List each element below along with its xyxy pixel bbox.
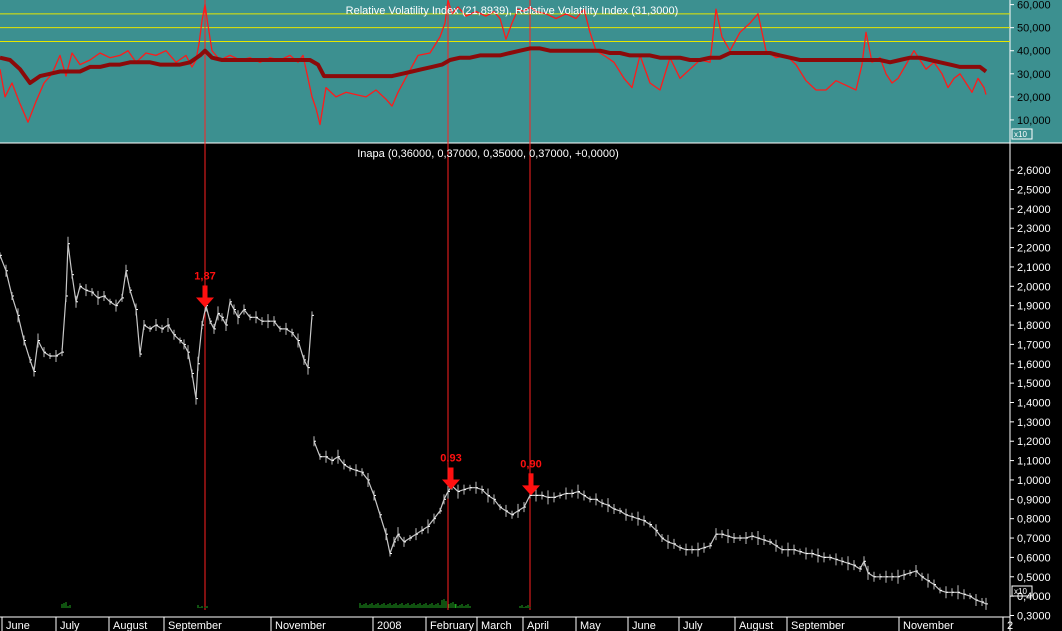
price-y-tick-label: 2,3000 (1017, 223, 1051, 235)
price-y-tick-label: 1,0000 (1017, 475, 1051, 487)
price-y-tick-label: 1,9000 (1017, 301, 1051, 313)
x-axis-label: November (903, 620, 954, 631)
price-y-tick-label: 0,3000 (1017, 611, 1051, 623)
rvi-series-slow-line (0, 46, 988, 85)
annotation-arrow-shaft (448, 467, 454, 482)
price-series-group (0, 236, 988, 610)
annotation-arrow-head (442, 479, 460, 490)
price-y-tick-label: 0,7000 (1017, 533, 1051, 545)
x-axis-label: April (527, 620, 549, 631)
rvi-scale-note: x10 (1014, 130, 1027, 139)
x-axis-label: July (683, 620, 703, 631)
rvi-y-tick-label: 40,000 (1017, 46, 1051, 58)
rvi-y-tick-label: 30,000 (1017, 69, 1051, 81)
price-y-tick-label: 1,4000 (1017, 397, 1051, 409)
x-axis-label: 2008 (377, 620, 401, 631)
rvi-title: Relative Volatility Index (21,8939), Rel… (346, 5, 679, 17)
annotation-label: 1,87 (194, 270, 215, 282)
price-y-tick-label: 0,6000 (1017, 552, 1051, 564)
annotation-arrow-shaft (528, 473, 534, 488)
x-axis-label: November (275, 620, 326, 631)
price-y-tick-label: 0,9000 (1017, 494, 1051, 506)
x-axis-label: August (739, 620, 773, 631)
price-y-tick-label: 2,2000 (1017, 243, 1051, 255)
x-axis: June July August September November 2008 Febru… (0, 616, 1013, 631)
price-line-segment (313, 440, 987, 605)
x-axis-label: May (580, 620, 601, 631)
x-axis-label: June (6, 620, 30, 631)
annotation-arrow-shaft (202, 285, 208, 300)
annotation-label: 0,90 (520, 458, 541, 470)
annotation-arrow-head (522, 485, 540, 496)
rvi-y-axis: 60,000 50,000 40,000 30,000 20,000 10,000 (1010, 0, 1051, 127)
price-y-tick-label: 0,4000 (1017, 591, 1051, 603)
price-y-tick-label: 1,6000 (1017, 359, 1051, 371)
price-y-tick-label: 1,1000 (1017, 456, 1051, 468)
price-y-tick-label: 1,5000 (1017, 378, 1051, 390)
price-scale-box (1011, 585, 1033, 597)
x-axis-label: September (168, 620, 222, 631)
x-axis-label: March (481, 620, 512, 631)
price-y-tick-label: 1,3000 (1017, 417, 1051, 429)
price-y-tick-label: 2,1000 (1017, 262, 1051, 274)
x-axis-label: September (791, 620, 845, 631)
price-y-axis: 2,6000 2,5000 2,4000 2,3000 2,2000 2,1000 2,00… (1010, 165, 1051, 623)
annotation-label: 0,93 (440, 453, 461, 465)
rvi-y-tick-label: 10,000 (1017, 115, 1051, 127)
price-y-tick-label: 2,6000 (1017, 165, 1051, 177)
price-y-tick-label: 1,2000 (1017, 436, 1051, 448)
price-y-tick-label: 1,8000 (1017, 320, 1051, 332)
price-title: Inapa (0,36000, 0,37000, 0,35000, 0,3700… (357, 148, 618, 160)
price-y-tick-label: 2,0000 (1017, 281, 1051, 293)
x-axis-label: July (60, 620, 80, 631)
price-y-tick-label: 0,8000 (1017, 514, 1051, 526)
rvi-reference-lines (0, 13, 1010, 43)
price-y-tick-label: 1,7000 (1017, 339, 1051, 351)
rvi-series-group (0, 0, 988, 126)
price-panel-background (0, 143, 1062, 631)
rvi-series-fast-line (0, 0, 987, 126)
x-axis-label: June (632, 620, 656, 631)
price-y-tick-label: 2,5000 (1017, 184, 1051, 196)
annotation-arrow-head (196, 297, 214, 308)
x-axis-label: 2 (1007, 620, 1013, 631)
rvi-y-tick-label: 20,000 (1017, 92, 1051, 104)
rvi-y-tick-label: 50,000 (1017, 23, 1051, 35)
price-y-tick-label: 0,5000 (1017, 572, 1051, 584)
price-annotations: 1,87 0,93 0,90 (194, 270, 542, 496)
volume-bars (61, 599, 531, 608)
rvi-scale-box (1011, 128, 1033, 140)
price-scale-note: x10 (1014, 587, 1027, 596)
x-axis-label: August (113, 620, 147, 631)
x-axis-label: February (430, 620, 475, 631)
rvi-y-tick-label: 60,000 (1017, 0, 1051, 12)
price-y-tick-label: 2,4000 (1017, 204, 1051, 216)
